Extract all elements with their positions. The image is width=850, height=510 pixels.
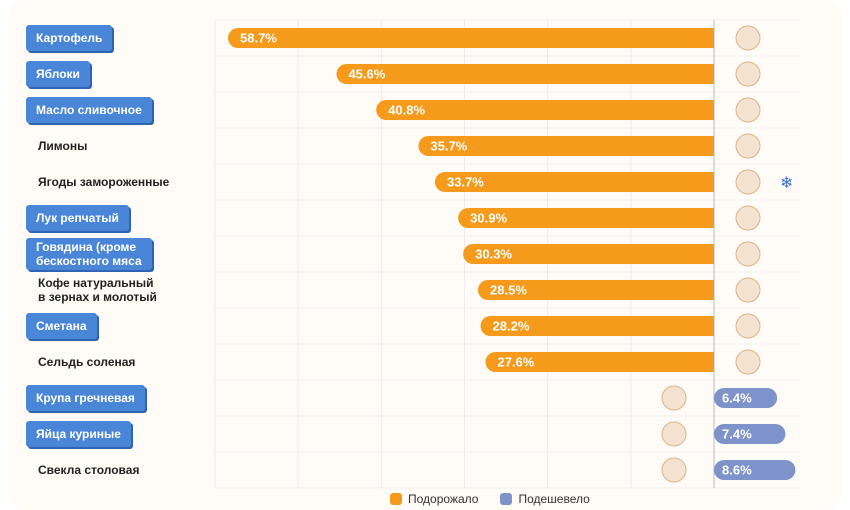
- category-label-text: Сметана: [36, 319, 87, 333]
- onion-icon: [735, 205, 761, 231]
- bar-end-5: [704, 172, 714, 192]
- category-label-8: Кофе натуральный в зернах и молотый: [26, 274, 169, 306]
- category-label-text: Яблоки: [36, 67, 80, 81]
- category-label-3: Масло сливочное: [26, 97, 152, 123]
- category-label-text: Картофель: [36, 31, 103, 45]
- category-label-6: Лук репчатый: [26, 205, 129, 231]
- category-label-12: Яйца куриные: [26, 421, 131, 447]
- apple-icon: [735, 61, 761, 87]
- data-label-12: 7.4%: [722, 427, 752, 442]
- legend: Подорожало Подешевело: [390, 492, 590, 506]
- data-label-7: 30.3%: [475, 247, 512, 262]
- bar-end-8: [704, 280, 714, 300]
- buckwheat-icon: [661, 385, 687, 411]
- legend-swatch-up: [390, 493, 402, 505]
- frozen-berry-icon: [735, 169, 761, 195]
- bar-11: [714, 388, 778, 408]
- bar-6: [458, 208, 714, 228]
- category-label-2: Яблоки: [26, 61, 90, 87]
- snowflake-icon: ❄: [780, 173, 793, 192]
- bar-12: [714, 424, 786, 444]
- data-label-1: 58.7%: [240, 31, 277, 46]
- category-label-13: Свекла столовая: [26, 457, 151, 483]
- bar-end-3: [704, 100, 714, 120]
- bar-end-1: [704, 28, 714, 48]
- data-label-4: 35.7%: [430, 139, 467, 154]
- data-label-9: 28.2%: [493, 319, 530, 334]
- category-label-1: Картофель: [26, 25, 113, 51]
- bar-3: [376, 100, 714, 120]
- data-label-10: 27.6%: [497, 355, 534, 370]
- category-label-text: Масло сливочное: [36, 103, 142, 117]
- legend-label-down: Подешевело: [518, 492, 590, 506]
- data-label-2: 45.6%: [348, 67, 385, 82]
- butter-icon: [735, 97, 761, 123]
- data-label-11: 6.4%: [722, 391, 752, 406]
- category-label-text: Говядина (кроме бескостного мяса: [36, 240, 142, 268]
- category-label-5: Ягоды замороженные: [26, 169, 181, 195]
- data-label-3: 40.8%: [388, 103, 425, 118]
- canned-meat-icon: [735, 241, 761, 267]
- sour-cream-icon: [735, 313, 761, 339]
- category-label-text: Яйца куриные: [36, 427, 121, 441]
- legend-label-up: Подорожало: [408, 492, 479, 506]
- category-label-text: Сельдь соленая: [38, 355, 136, 369]
- category-label-text: Крупа гречневая: [36, 391, 135, 405]
- bar-13: [714, 460, 796, 480]
- bar-9: [480, 316, 714, 336]
- category-label-text: Кофе натуральный в зернах и молотый: [38, 276, 157, 304]
- category-label-text: Лук репчатый: [36, 211, 119, 225]
- bar-5: [434, 172, 714, 192]
- bar-end-2: [704, 64, 714, 84]
- bar-1: [228, 28, 714, 48]
- category-label-11: Крупа гречневая: [26, 385, 145, 411]
- category-label-7: Говядина (кроме бескостного мяса: [26, 238, 152, 270]
- bar-10: [485, 352, 714, 372]
- data-label-5: 33.7%: [447, 175, 484, 190]
- legend-item-up: Подорожало: [390, 492, 478, 506]
- legend-item-down: Подешевело: [500, 492, 590, 506]
- lemon-icon: [735, 133, 761, 159]
- category-label-4: Лимоны: [26, 133, 99, 159]
- bar-end-10: [704, 352, 714, 372]
- beet-icon: [661, 457, 687, 483]
- bar-7: [463, 244, 714, 264]
- category-label-10: Сельдь соленая: [26, 349, 147, 375]
- herring-icon: [735, 349, 761, 375]
- bar-end-9: [704, 316, 714, 336]
- bar-2: [336, 64, 714, 84]
- bar-4: [418, 136, 714, 156]
- category-label-9: Сметана: [26, 313, 97, 339]
- category-label-text: Свекла столовая: [38, 463, 140, 477]
- bar-end-7: [704, 244, 714, 264]
- coffee-icon: [735, 277, 761, 303]
- bar-end-4: [704, 136, 714, 156]
- potato-icon: [735, 25, 761, 51]
- bar-8: [478, 280, 714, 300]
- eggs-icon: [661, 421, 687, 447]
- bar-end-6: [704, 208, 714, 228]
- data-label-13: 8.6%: [722, 463, 752, 478]
- category-label-text: Лимоны: [38, 139, 88, 153]
- data-label-8: 28.5%: [490, 283, 527, 298]
- category-label-text: Ягоды замороженные: [38, 175, 170, 189]
- data-label-6: 30.9%: [470, 211, 507, 226]
- legend-swatch-down: [500, 493, 513, 505]
